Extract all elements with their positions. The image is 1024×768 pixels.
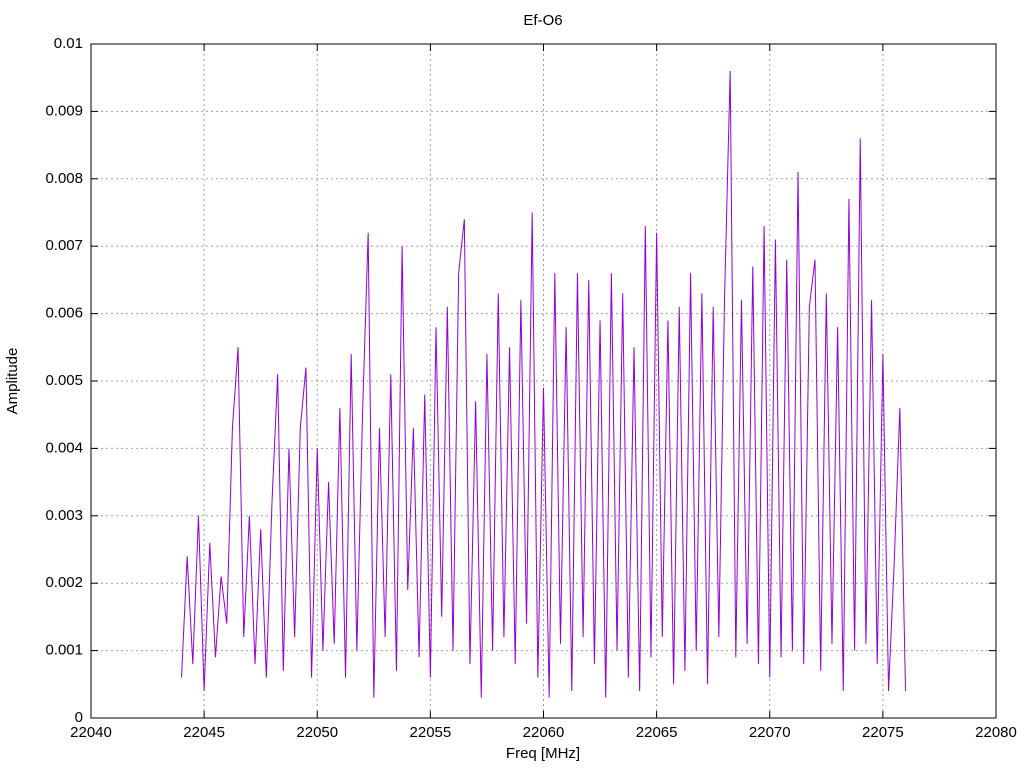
x-tick-label: 22075	[862, 724, 904, 741]
y-tick-label: 0.008	[45, 170, 83, 187]
y-tick-label: 0.01	[54, 35, 83, 52]
x-tick-label: 22065	[636, 724, 678, 741]
y-tick-label: 0.009	[45, 102, 83, 119]
y-tick-label: 0.005	[45, 372, 83, 389]
y-tick-label: 0.004	[45, 439, 83, 456]
plot-frame	[90, 43, 997, 719]
chart-title: Ef-O6	[523, 12, 562, 29]
x-tick-label: 22050	[296, 724, 338, 741]
x-tick-label: 22045	[183, 724, 225, 741]
x-tick-label: 22040	[70, 724, 112, 741]
x-axis-label: Freq [MHz]	[506, 745, 580, 762]
x-tick-label: 22080	[975, 724, 1017, 741]
data-line	[181, 70, 906, 698]
y-tick-label: 0.001	[45, 642, 83, 659]
x-tick-label: 22055	[410, 724, 452, 741]
y-tick-label: 0.007	[45, 237, 83, 254]
x-tick-label: 22070	[749, 724, 791, 741]
x-tick-label: 22060	[523, 724, 565, 741]
y-tick-label: 0.003	[45, 507, 83, 524]
y-tick-label: 0.002	[45, 574, 83, 591]
y-tick-label: 0.006	[45, 305, 83, 322]
y-tick-label: 0	[75, 709, 83, 726]
y-axis-label: Amplitude	[4, 348, 21, 415]
